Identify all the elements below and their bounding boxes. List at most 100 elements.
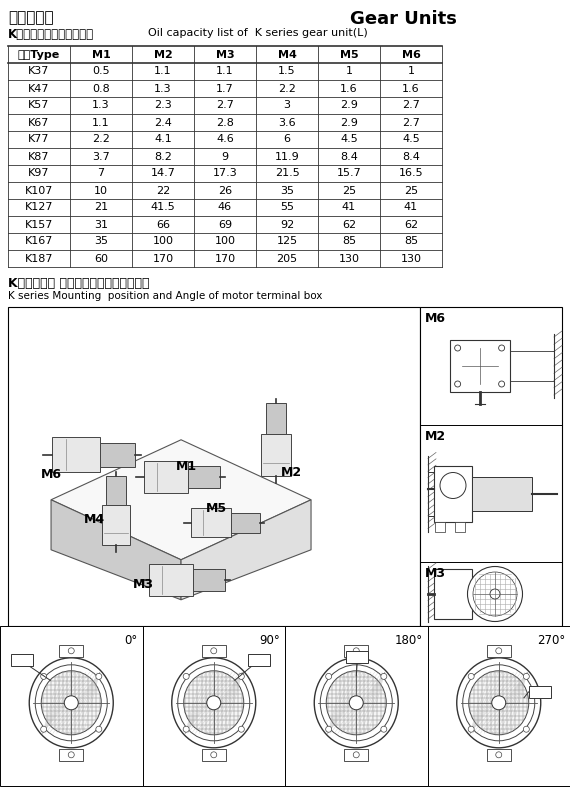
Text: M2: M2 <box>281 466 302 479</box>
Circle shape <box>523 673 530 679</box>
Ellipse shape <box>314 658 398 747</box>
Polygon shape <box>51 440 311 560</box>
Text: 3.6: 3.6 <box>278 118 296 127</box>
Text: 22: 22 <box>156 186 170 195</box>
Circle shape <box>499 345 504 351</box>
Polygon shape <box>181 500 311 600</box>
Polygon shape <box>192 509 231 537</box>
Bar <box>202 645 226 657</box>
Text: K系列减速机油量表（升）: K系列减速机油量表（升） <box>8 28 94 41</box>
Circle shape <box>68 751 74 758</box>
Text: 46: 46 <box>218 202 232 213</box>
Bar <box>529 686 551 698</box>
Circle shape <box>440 472 466 498</box>
Ellipse shape <box>41 671 101 735</box>
Circle shape <box>468 673 474 679</box>
Text: M5: M5 <box>206 502 227 515</box>
Text: 4.1: 4.1 <box>154 134 172 145</box>
Circle shape <box>211 648 217 654</box>
Text: K107: K107 <box>25 186 53 195</box>
Text: 4.5: 4.5 <box>402 134 420 145</box>
Text: 21.5: 21.5 <box>275 168 299 179</box>
Ellipse shape <box>467 566 523 622</box>
Polygon shape <box>188 466 220 488</box>
Text: 2.2: 2.2 <box>278 84 296 93</box>
Text: 90°: 90° <box>259 634 280 647</box>
Bar <box>420 307 562 626</box>
Bar <box>487 645 511 657</box>
Text: 69: 69 <box>218 219 232 229</box>
Text: 11.9: 11.9 <box>275 152 299 161</box>
Circle shape <box>238 726 245 732</box>
Text: 100: 100 <box>214 237 235 247</box>
Text: M6: M6 <box>41 468 62 481</box>
Polygon shape <box>51 500 181 600</box>
Circle shape <box>353 751 359 758</box>
Ellipse shape <box>469 671 529 735</box>
Text: 1.3: 1.3 <box>154 84 172 93</box>
Text: 41: 41 <box>342 202 356 213</box>
Text: M3: M3 <box>133 578 154 592</box>
Text: 0.8: 0.8 <box>92 84 110 93</box>
Text: 10: 10 <box>94 186 108 195</box>
Text: 2.7: 2.7 <box>402 100 420 111</box>
Text: M1: M1 <box>176 460 197 473</box>
Text: K37: K37 <box>28 66 50 77</box>
Text: 9: 9 <box>221 152 229 161</box>
Polygon shape <box>266 403 287 434</box>
Ellipse shape <box>463 664 535 741</box>
Text: 55: 55 <box>280 202 294 213</box>
Circle shape <box>496 648 502 654</box>
Polygon shape <box>101 505 131 544</box>
Text: 25: 25 <box>404 186 418 195</box>
Text: 26: 26 <box>218 186 232 195</box>
Text: 25: 25 <box>342 186 356 195</box>
Text: 2.4: 2.4 <box>154 118 172 127</box>
Circle shape <box>496 751 502 758</box>
Text: 85: 85 <box>404 237 418 247</box>
Text: 41: 41 <box>404 202 418 213</box>
Text: M6: M6 <box>425 312 446 325</box>
Text: 21: 21 <box>94 202 108 213</box>
Circle shape <box>96 726 102 732</box>
Bar <box>11 654 33 666</box>
Circle shape <box>499 381 504 387</box>
Text: K167: K167 <box>25 237 53 247</box>
Bar <box>59 749 83 761</box>
Bar <box>248 654 270 666</box>
Text: 170: 170 <box>152 253 173 263</box>
Text: K157: K157 <box>25 219 53 229</box>
Circle shape <box>455 381 461 387</box>
Text: 66: 66 <box>156 219 170 229</box>
Text: 180°: 180° <box>394 634 422 647</box>
Circle shape <box>490 589 500 599</box>
Text: M2: M2 <box>154 50 172 59</box>
Ellipse shape <box>473 572 517 616</box>
Bar <box>428 626 570 786</box>
Text: 170: 170 <box>214 253 235 263</box>
Text: 7: 7 <box>97 168 104 179</box>
Bar <box>344 749 368 761</box>
Text: 35: 35 <box>94 237 108 247</box>
Text: 17.3: 17.3 <box>213 168 237 179</box>
Text: 1: 1 <box>408 66 414 77</box>
Text: K187: K187 <box>25 253 53 263</box>
Text: 3: 3 <box>283 100 291 111</box>
Text: 2.9: 2.9 <box>340 118 358 127</box>
Bar <box>346 651 368 663</box>
Bar <box>59 645 83 657</box>
Text: M4: M4 <box>84 513 105 526</box>
Text: K57: K57 <box>28 100 50 111</box>
Circle shape <box>40 726 47 732</box>
Text: M6: M6 <box>401 50 421 59</box>
Bar <box>435 521 445 532</box>
Text: 8.2: 8.2 <box>154 152 172 161</box>
Text: K47: K47 <box>28 84 50 93</box>
Ellipse shape <box>29 658 113 747</box>
Circle shape <box>211 751 217 758</box>
Bar <box>0 626 142 786</box>
Circle shape <box>40 673 47 679</box>
Bar <box>487 749 511 761</box>
Text: 100: 100 <box>153 237 173 247</box>
Circle shape <box>96 673 102 679</box>
